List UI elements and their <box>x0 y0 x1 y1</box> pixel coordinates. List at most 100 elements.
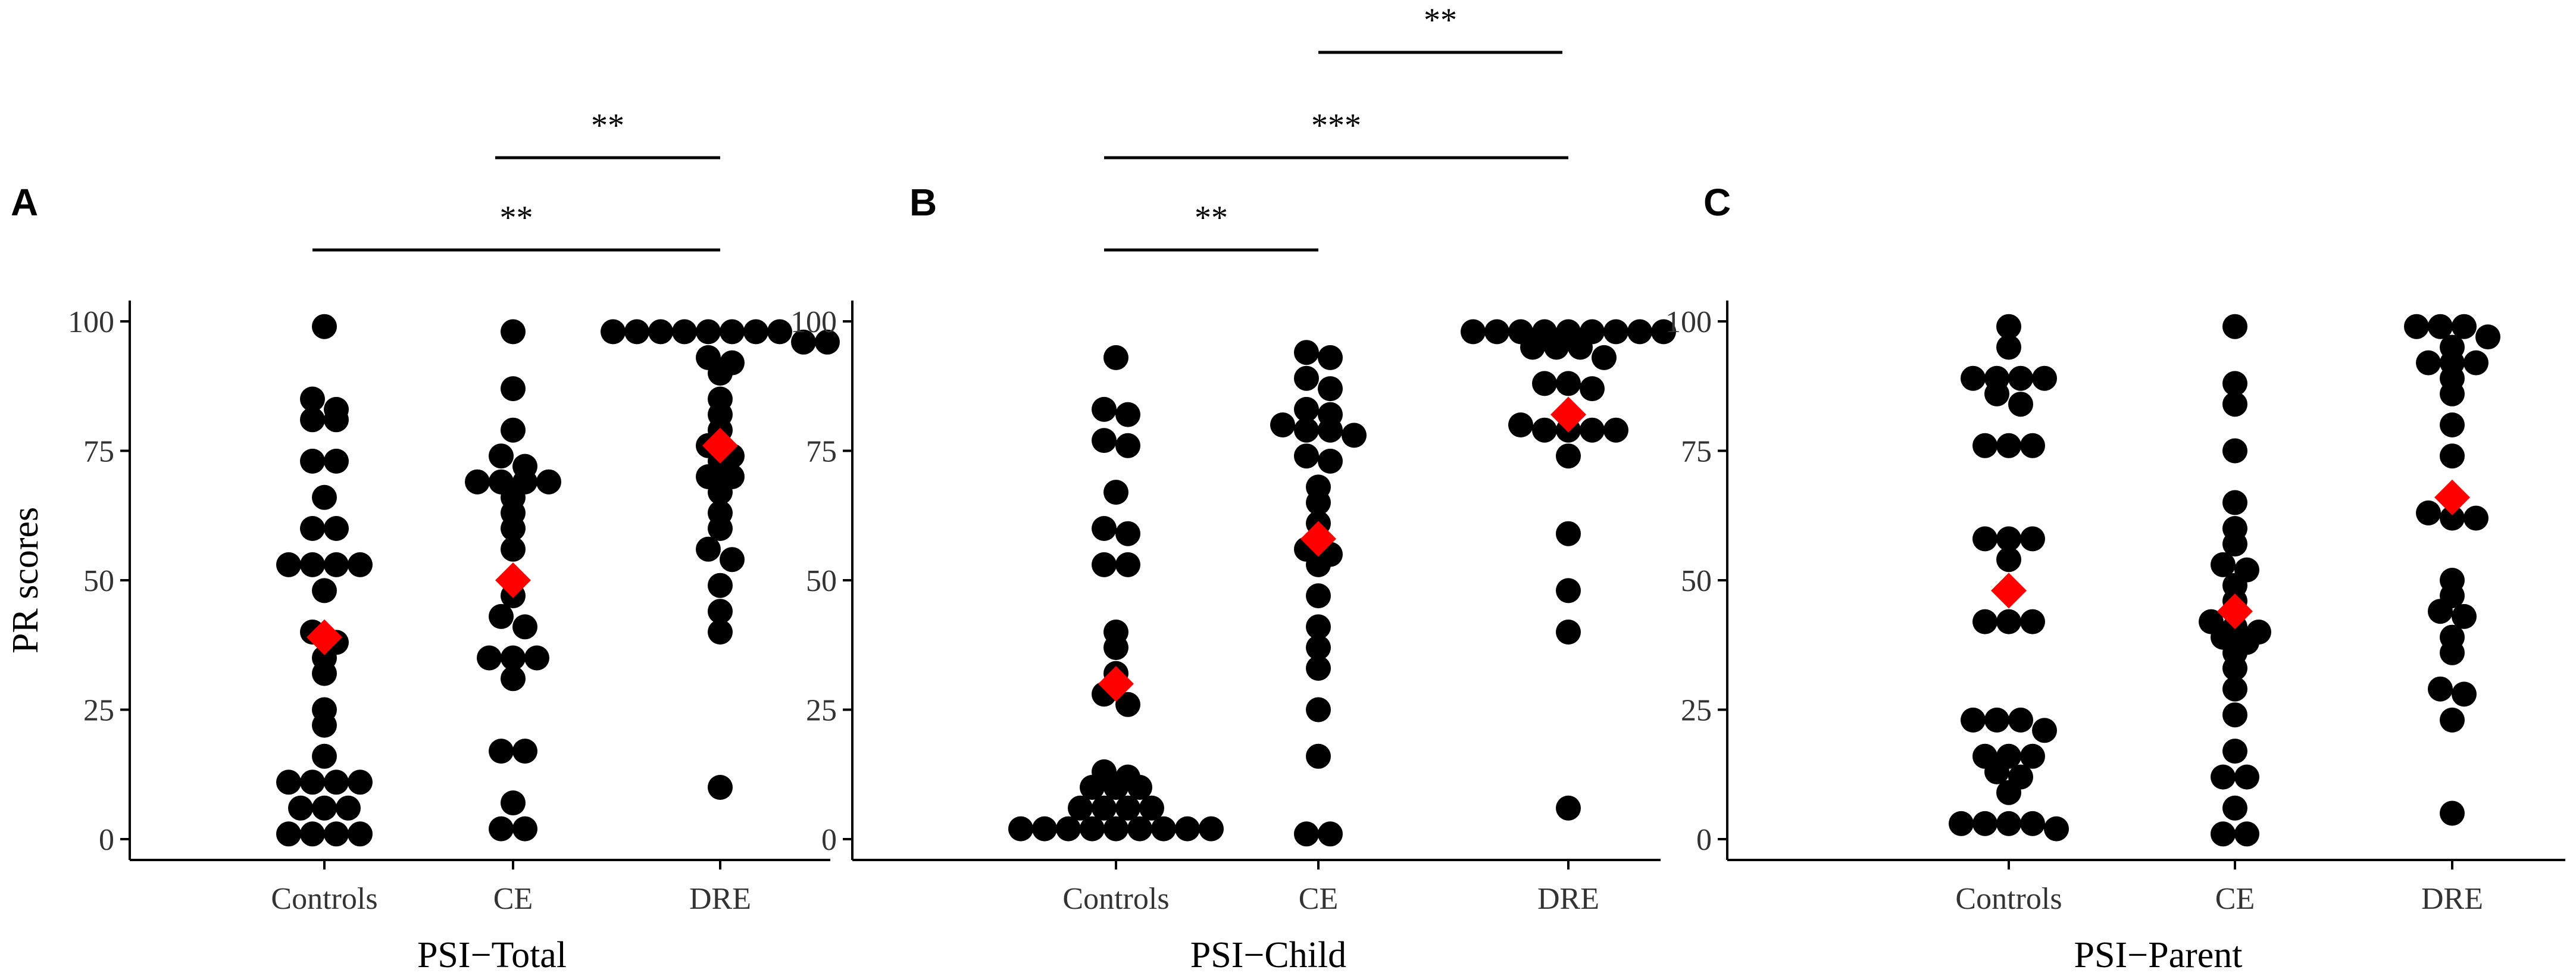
x-tick-label: CE <box>1299 882 1338 916</box>
data-point <box>300 821 325 847</box>
data-point <box>324 770 349 795</box>
y-tick-label: 0 <box>821 823 837 857</box>
data-point <box>1961 365 1986 391</box>
data-point <box>276 770 301 795</box>
data-point <box>2020 433 2045 458</box>
data-point <box>324 448 349 474</box>
y-tick-label: 75 <box>806 435 837 469</box>
panel-letter: A <box>11 181 38 224</box>
data-point <box>324 516 349 541</box>
data-point <box>696 319 721 345</box>
data-point <box>1294 821 1319 847</box>
x-tick-label: DRE <box>1537 882 1599 916</box>
data-point <box>2222 676 2247 702</box>
data-point <box>708 480 733 505</box>
data-point <box>1961 707 1986 733</box>
data-point <box>708 361 733 386</box>
data-point <box>2452 603 2477 629</box>
data-point <box>1092 396 1117 422</box>
data-point <box>2211 764 2236 790</box>
x-tick-label: Controls <box>1955 882 2062 916</box>
data-point <box>1115 795 1140 821</box>
significance-label: ** <box>591 107 624 144</box>
data-point <box>1972 526 1997 552</box>
data-point <box>601 319 626 345</box>
data-point <box>1294 340 1319 365</box>
data-point <box>1080 775 1105 800</box>
data-point <box>312 743 337 769</box>
data-point <box>1984 381 2009 406</box>
mean-marker <box>1991 573 2027 609</box>
data-point <box>2008 392 2033 417</box>
panel-c: C 0 25 50 75 100 Controls CE DRE PSI−Parent <box>1665 181 2565 975</box>
data-point <box>2452 314 2477 339</box>
data-point <box>1092 552 1117 577</box>
data-point <box>2222 655 2247 681</box>
data-point <box>489 443 514 469</box>
significance-label: *** <box>1311 107 1361 144</box>
data-point <box>1092 516 1117 541</box>
y-tick-label: 100 <box>790 305 837 339</box>
data-point <box>501 790 526 816</box>
data-point <box>2222 392 2247 417</box>
data-point <box>1008 816 1033 842</box>
data-point <box>1056 816 1081 842</box>
x-axis-title: PSI−Total <box>417 935 567 975</box>
data-point <box>2032 365 2057 391</box>
data-point <box>324 407 349 433</box>
mean-marker <box>1300 521 1336 557</box>
data-point <box>1580 417 1605 443</box>
data-point <box>312 578 337 603</box>
y-tick-label: 25 <box>806 694 837 728</box>
data-point <box>477 645 502 671</box>
data-point <box>1972 609 1997 634</box>
data-point <box>1306 552 1331 577</box>
data-point <box>1306 655 1331 681</box>
data-point <box>1318 345 1343 370</box>
data-point <box>2032 718 2057 743</box>
data-point <box>696 536 721 562</box>
data-point <box>501 376 526 402</box>
data-point <box>1556 521 1581 546</box>
data-point <box>2222 531 2247 557</box>
data-point <box>1103 635 1128 661</box>
y-tick-label: 75 <box>1681 435 1712 469</box>
data-point <box>672 319 697 345</box>
x-axis-title: PSI−Parent <box>2074 935 2243 975</box>
data-point <box>2428 314 2453 339</box>
data-point <box>1294 365 1319 391</box>
data-point <box>1532 417 1557 443</box>
data-point <box>2234 821 2259 847</box>
data-point <box>348 770 373 795</box>
mean-marker <box>2217 593 2253 630</box>
data-point <box>501 645 526 671</box>
significance-label: ** <box>1195 199 1228 236</box>
data-point <box>1996 334 2021 360</box>
data-point <box>1592 345 1617 370</box>
significance-label: ** <box>500 199 533 236</box>
data-point <box>324 821 349 847</box>
data-point <box>300 448 325 474</box>
data-point <box>276 821 301 847</box>
mean-marker <box>1098 666 1134 702</box>
data-point <box>1306 743 1331 769</box>
data-point <box>336 795 361 821</box>
mean-marker <box>1550 396 1586 433</box>
data-point <box>1092 428 1117 453</box>
data-point <box>2044 816 2069 842</box>
data-point <box>1461 319 1486 345</box>
data-point <box>2008 707 2033 733</box>
x-tick-label: CE <box>493 882 533 916</box>
data-point <box>2020 743 2045 769</box>
data-point <box>1544 334 1569 360</box>
data-point <box>512 816 537 842</box>
data-point <box>1520 334 1545 360</box>
data-point <box>1484 319 1509 345</box>
x-tick-label: DRE <box>2421 882 2483 916</box>
data-point <box>2464 350 2489 376</box>
data-point <box>1556 443 1581 469</box>
data-point <box>1199 816 1224 842</box>
data-point <box>2222 314 2247 339</box>
data-point <box>348 552 373 577</box>
